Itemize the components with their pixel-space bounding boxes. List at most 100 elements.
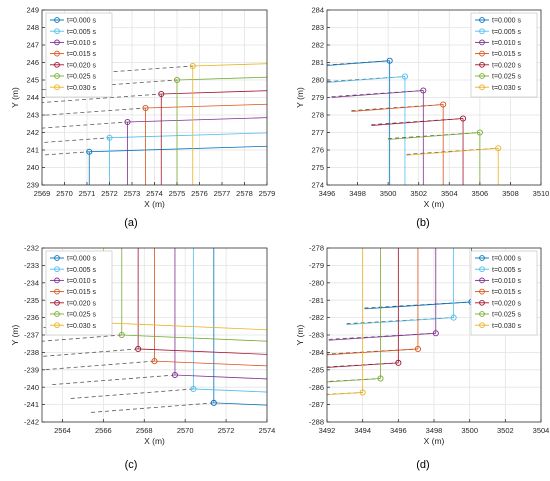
legend-entry: t=0.030 s	[492, 85, 521, 92]
legend-box	[45, 12, 113, 98]
y-tick-label: 241	[26, 146, 39, 155]
solid-trace	[213, 402, 267, 406]
legend-marker	[54, 17, 60, 23]
legend-entry: t=0.000 s	[492, 18, 521, 25]
x-tick-label: 3508	[502, 189, 519, 198]
x-tick-label: 3492	[319, 426, 336, 435]
legend-entry: t=0.005 s	[492, 29, 521, 36]
dashed-trace	[331, 90, 424, 98]
y-tick-label: -280	[309, 278, 324, 287]
dashed-trace	[327, 60, 390, 66]
panel-label: (d)	[416, 459, 429, 471]
y-axis-label: Y (m)	[295, 325, 305, 346]
x-tick-label: 3504	[441, 189, 458, 198]
panel-label: (b)	[416, 217, 429, 229]
y-tick-label: 247	[26, 41, 39, 50]
legend-entry: t=0.025 s	[67, 74, 96, 81]
legend-entry: t=0.030 s	[492, 323, 521, 330]
legend: t=0.000 s t=0.005 s t=0.010 s t=0.015 s t=0.…	[45, 12, 113, 98]
y-tick-label: -234	[24, 278, 39, 287]
x-tick-label: 2568	[136, 426, 153, 435]
x-tick-label: 3496	[390, 426, 407, 435]
legend-box	[470, 250, 538, 336]
x-tick-label: 2574	[146, 189, 163, 198]
legend-entry: t=0.005 s	[67, 267, 96, 274]
traces	[42, 62, 267, 185]
legend: t=0.000 s t=0.005 s t=0.010 s t=0.015 s t=0.…	[470, 12, 538, 98]
legend: t=0.000 s t=0.005 s t=0.010 s t=0.015 s t=0.…	[470, 250, 538, 336]
traces	[42, 248, 267, 413]
panel-3: 2564 2566 2568 2570 2572 2574 -242 -241 -240 -239…	[10, 244, 275, 471]
panel-4: 3492 3494 3496 3498 3500 3502 3504 -288 -287 -286…	[295, 244, 550, 471]
solid-trace	[103, 322, 267, 331]
data-point	[124, 118, 131, 126]
panel-label: (a)	[124, 217, 137, 229]
legend-marker	[54, 288, 60, 295]
data-point	[476, 129, 483, 136]
y-tick-label: -236	[24, 313, 39, 322]
legend-marker	[479, 288, 485, 295]
panel-2: 3496 3498 3500 3502 3504 3506 3508 3510 274 275 27…	[295, 6, 549, 229]
data-point	[158, 90, 165, 98]
dashed-trace	[42, 137, 110, 143]
legend-marker	[54, 61, 60, 68]
x-tick-label: 2578	[236, 189, 253, 198]
legend-entry: t=0.020 s	[492, 62, 521, 69]
legend-entry: t=0.020 s	[67, 300, 96, 307]
data-point	[359, 389, 366, 396]
legend-entry: t=0.025 s	[492, 312, 521, 319]
solid-trace	[371, 118, 464, 126]
y-tick-label: -281	[309, 296, 324, 305]
panel-1: 2569 2570 2571 2572 2573 2574 2575 2576 2577 2578…	[10, 6, 275, 229]
legend-marker	[54, 50, 60, 57]
x-tick-label: 3510	[533, 189, 550, 198]
data-point	[173, 76, 181, 84]
x-tick-label: 2572	[218, 426, 235, 435]
y-tick-label: 278	[311, 111, 324, 120]
data-point	[420, 87, 427, 94]
legend-entry: t=0.010 s	[492, 40, 521, 47]
data-point	[495, 145, 502, 152]
x-tick-label: 2569	[34, 189, 51, 198]
dashed-trace	[42, 151, 90, 156]
data-point	[440, 101, 447, 108]
legend-marker	[54, 311, 60, 317]
data-point	[432, 330, 439, 337]
y-tick-label: -239	[24, 365, 39, 374]
data-point	[118, 331, 125, 339]
legend-marker	[54, 84, 60, 91]
y-tick-label: -282	[309, 313, 324, 322]
legend-marker	[479, 311, 485, 317]
y-tick-label: 248	[26, 23, 39, 32]
y-tick-label: -279	[309, 261, 324, 270]
x-axis-label: X (m)	[424, 199, 445, 209]
y-tick-label: -237	[24, 331, 39, 340]
data-point	[377, 375, 384, 382]
dashed-trace	[42, 93, 162, 103]
y-tick-label: 239	[26, 181, 39, 190]
x-axis-label: X (m)	[424, 436, 445, 446]
y-tick-label: 245	[26, 76, 39, 85]
y-tick-label: -240	[24, 383, 39, 392]
x-tick-label: 3498	[349, 189, 366, 198]
solid-trace	[331, 90, 424, 98]
legend-marker	[479, 84, 485, 91]
x-tick-label: 3504	[533, 426, 550, 435]
legend-entry: t=0.015 s	[67, 51, 96, 58]
legend-marker	[479, 28, 485, 35]
dashed-trace	[42, 107, 146, 116]
solid-trace	[176, 76, 267, 81]
y-axis-label: Y (m)	[10, 325, 20, 346]
legend-entry: t=0.030 s	[67, 85, 96, 92]
solid-trace	[406, 147, 499, 156]
solid-trace	[138, 348, 267, 355]
solid-trace	[351, 104, 444, 112]
x-tick-label: 2564	[54, 426, 71, 435]
x-tick-label: 3502	[497, 426, 514, 435]
y-tick-label: 279	[311, 93, 324, 102]
legend-marker	[54, 255, 60, 261]
legend-entry: t=0.000 s	[67, 18, 96, 25]
y-tick-label: 276	[311, 146, 324, 155]
y-tick-label: 242	[26, 128, 39, 137]
y-tick-label: -285	[309, 365, 324, 374]
